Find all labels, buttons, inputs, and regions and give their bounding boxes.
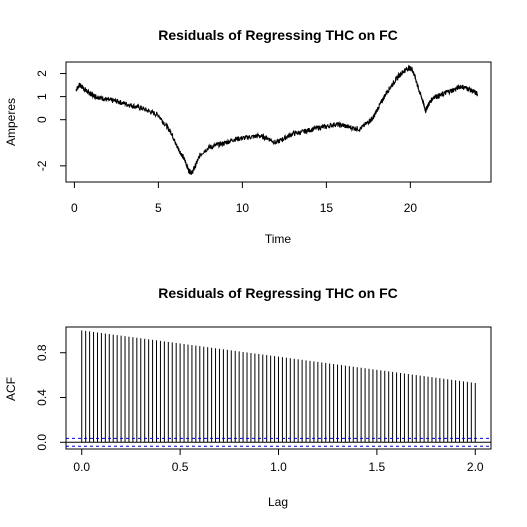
residuals-y-tick-label: 0 <box>35 116 49 123</box>
residuals-y-axis-label: Amperes <box>4 98 18 146</box>
residuals-plot-frame <box>65 61 492 183</box>
acf-x-tick-label: 0.0 <box>73 460 90 474</box>
residuals-x-tick-label: 10 <box>236 201 250 215</box>
acf-chart-title: Residuals of Regressing THC on FC <box>158 285 398 301</box>
acf-x-tick-label: 0.5 <box>172 460 189 474</box>
residuals-y-tick-label: 2 <box>35 70 49 77</box>
acf-y-axis: 0.0 0.4 0.8 <box>35 344 67 451</box>
residuals-y-tick-label: 1 <box>35 93 49 100</box>
acf-x-tick-label: 1.0 <box>270 460 287 474</box>
residuals-series <box>75 64 479 175</box>
residuals-y-axis: -2 0 1 2 <box>35 70 67 171</box>
acf-y-axis-label: ACF <box>4 377 18 401</box>
acf-x-axis-label: Lag <box>268 495 288 509</box>
residuals-x-tick-label: 5 <box>155 201 162 215</box>
acf-panel: Residuals of Regressing THC on FC 0.0 0.5… <box>4 285 492 509</box>
residuals-x-tick-label: 20 <box>404 201 418 215</box>
residuals-chart-title: Residuals of Regressing THC on FC <box>158 27 398 43</box>
residuals-x-tick-label: 15 <box>320 201 334 215</box>
acf-y-tick-label: 0.8 <box>35 344 49 361</box>
acf-confidence-bounds <box>66 437 491 447</box>
residuals-x-tick-label: 0 <box>71 201 78 215</box>
acf-x-axis: 0.0 0.5 1.0 1.5 2.0 <box>73 448 484 474</box>
acf-x-tick-label: 1.5 <box>369 460 386 474</box>
acf-bars <box>66 330 491 443</box>
residuals-line <box>75 64 479 175</box>
residuals-y-tick-label: -2 <box>35 160 49 171</box>
acf-y-tick-label: 0.0 <box>35 434 49 451</box>
acf-x-tick-label: 2.0 <box>467 460 484 474</box>
residuals-x-axis-label: Time <box>265 232 292 246</box>
residuals-panel: Residuals of Regressing THC on FC 0 5 10 15… <box>4 27 492 246</box>
residuals-x-axis: 0 5 10 15 20 <box>71 181 418 215</box>
acf-y-tick-label: 0.4 <box>35 389 49 406</box>
